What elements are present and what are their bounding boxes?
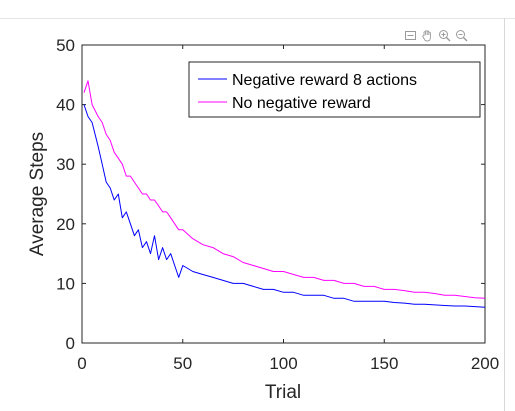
y-tick-label: 40 [56, 96, 75, 115]
x-tick-label: 150 [370, 354, 398, 373]
pan-hand-icon[interactable] [420, 28, 435, 43]
x-axis-ticks: 0 50 100 150 200 [77, 45, 499, 373]
x-axis-label: Trial [265, 382, 301, 403]
y-axis-label: Average Steps [27, 132, 48, 256]
select-brush-icon[interactable] [403, 28, 418, 43]
y-tick-label: 50 [56, 36, 75, 55]
y-axis-ticks: 0 10 20 30 40 50 [56, 36, 485, 353]
axes-toolbar [403, 28, 469, 44]
x-tick-label: 100 [269, 354, 297, 373]
y-tick-label: 10 [56, 274, 75, 293]
zoom-out-icon[interactable] [454, 28, 469, 43]
x-tick-label: 0 [77, 354, 86, 373]
x-tick-label: 50 [173, 354, 192, 373]
figure-top-border [0, 18, 515, 19]
series-line-2 [83, 80, 486, 299]
legend-entry-label: No negative reward [232, 95, 371, 112]
figure-right-border [504, 18, 505, 411]
y-tick-label: 30 [56, 155, 75, 174]
y-tick-label: 0 [66, 334, 75, 353]
series-layer [83, 80, 486, 308]
legend-box [188, 61, 481, 118]
zoom-in-icon[interactable] [437, 28, 452, 43]
series-line-1 [83, 104, 486, 308]
y-tick-label: 20 [56, 215, 75, 234]
legend: Negative reward 8 actions No negative rew… [188, 61, 481, 118]
legend-entry-label: Negative reward 8 actions [232, 72, 417, 89]
x-tick-label: 200 [471, 354, 499, 373]
